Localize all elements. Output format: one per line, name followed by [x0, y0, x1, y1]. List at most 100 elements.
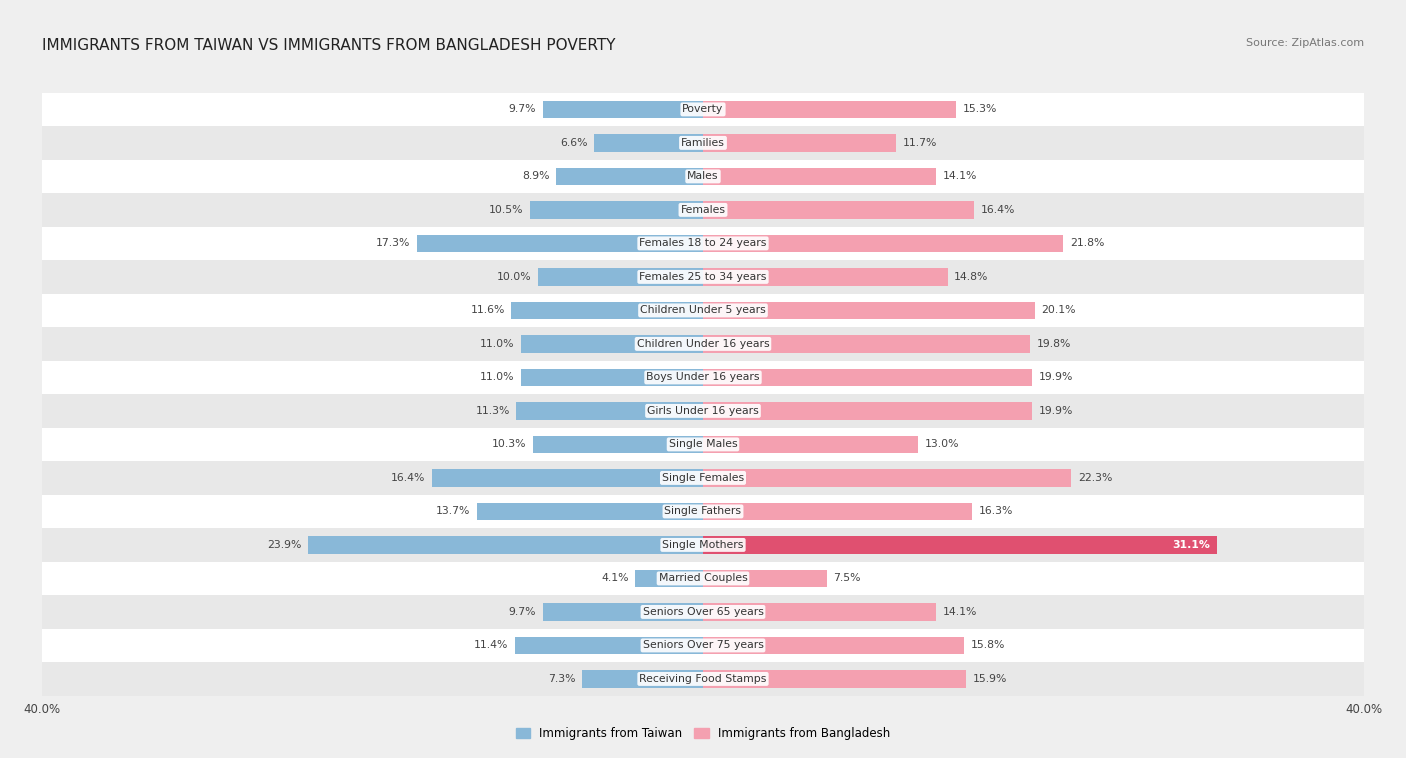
Bar	[703, 503, 973, 520]
Bar	[703, 134, 896, 152]
Bar	[703, 168, 936, 185]
Bar	[703, 302, 1035, 319]
Text: 19.9%: 19.9%	[1039, 372, 1073, 382]
Bar	[42, 528, 1364, 562]
Text: 11.0%: 11.0%	[481, 339, 515, 349]
Bar	[582, 670, 703, 688]
Text: 20.1%: 20.1%	[1042, 305, 1076, 315]
Text: 11.4%: 11.4%	[474, 641, 508, 650]
Bar	[555, 168, 703, 185]
Bar	[42, 260, 1364, 293]
Bar	[543, 101, 703, 118]
Bar	[42, 394, 1364, 428]
Text: 6.6%: 6.6%	[560, 138, 588, 148]
Text: 10.5%: 10.5%	[488, 205, 523, 215]
Text: Girls Under 16 years: Girls Under 16 years	[647, 406, 759, 416]
Text: 19.9%: 19.9%	[1039, 406, 1073, 416]
Bar	[543, 603, 703, 621]
Bar	[42, 193, 1364, 227]
Bar	[512, 302, 703, 319]
Text: 13.7%: 13.7%	[436, 506, 470, 516]
Text: Children Under 5 years: Children Under 5 years	[640, 305, 766, 315]
Text: 16.3%: 16.3%	[979, 506, 1014, 516]
Text: Females 25 to 34 years: Females 25 to 34 years	[640, 272, 766, 282]
Bar	[42, 595, 1364, 628]
Text: 21.8%: 21.8%	[1070, 239, 1104, 249]
Text: 14.8%: 14.8%	[955, 272, 988, 282]
Text: Source: ZipAtlas.com: Source: ZipAtlas.com	[1246, 38, 1364, 48]
Bar	[703, 268, 948, 286]
Text: 10.0%: 10.0%	[496, 272, 531, 282]
Text: 15.8%: 15.8%	[970, 641, 1005, 650]
Bar	[522, 335, 703, 352]
Bar	[42, 327, 1364, 361]
Text: 11.7%: 11.7%	[903, 138, 938, 148]
Text: 7.5%: 7.5%	[834, 573, 860, 584]
Text: 14.1%: 14.1%	[942, 607, 977, 617]
Bar	[703, 335, 1031, 352]
Bar	[42, 293, 1364, 327]
Text: Boys Under 16 years: Boys Under 16 years	[647, 372, 759, 382]
Bar	[516, 402, 703, 420]
Bar	[418, 235, 703, 252]
Bar	[42, 227, 1364, 260]
Text: 15.9%: 15.9%	[973, 674, 1007, 684]
Text: Seniors Over 65 years: Seniors Over 65 years	[643, 607, 763, 617]
Bar	[703, 536, 1216, 553]
Text: 11.6%: 11.6%	[471, 305, 505, 315]
Text: 15.3%: 15.3%	[962, 105, 997, 114]
Bar	[703, 101, 956, 118]
Bar	[530, 201, 703, 218]
Text: 31.1%: 31.1%	[1173, 540, 1211, 550]
Text: Single Females: Single Females	[662, 473, 744, 483]
Text: Families: Families	[681, 138, 725, 148]
Text: 7.3%: 7.3%	[548, 674, 576, 684]
Text: Single Mothers: Single Mothers	[662, 540, 744, 550]
Text: Poverty: Poverty	[682, 105, 724, 114]
Text: 19.8%: 19.8%	[1036, 339, 1071, 349]
Bar	[593, 134, 703, 152]
Bar	[477, 503, 703, 520]
Bar	[636, 570, 703, 587]
Bar	[308, 536, 703, 553]
Text: IMMIGRANTS FROM TAIWAN VS IMMIGRANTS FROM BANGLADESH POVERTY: IMMIGRANTS FROM TAIWAN VS IMMIGRANTS FRO…	[42, 38, 616, 53]
Bar	[703, 670, 966, 688]
Bar	[533, 436, 703, 453]
Bar	[42, 495, 1364, 528]
Text: Females: Females	[681, 205, 725, 215]
Bar	[42, 461, 1364, 495]
Text: 14.1%: 14.1%	[942, 171, 977, 181]
Bar	[522, 368, 703, 386]
Text: 10.3%: 10.3%	[492, 440, 526, 449]
Text: Single Fathers: Single Fathers	[665, 506, 741, 516]
Bar	[703, 637, 965, 654]
Bar	[515, 637, 703, 654]
Bar	[42, 361, 1364, 394]
Bar	[432, 469, 703, 487]
Text: Single Males: Single Males	[669, 440, 737, 449]
Text: 13.0%: 13.0%	[924, 440, 959, 449]
Text: 4.1%: 4.1%	[602, 573, 628, 584]
Bar	[42, 662, 1364, 696]
Text: 17.3%: 17.3%	[377, 239, 411, 249]
Bar	[42, 628, 1364, 662]
Text: 16.4%: 16.4%	[391, 473, 426, 483]
Bar	[703, 436, 918, 453]
Text: Receiving Food Stamps: Receiving Food Stamps	[640, 674, 766, 684]
Bar	[703, 402, 1032, 420]
Bar	[703, 201, 974, 218]
Bar	[42, 428, 1364, 461]
Text: Males: Males	[688, 171, 718, 181]
Bar	[703, 235, 1063, 252]
Text: 16.4%: 16.4%	[980, 205, 1015, 215]
Text: Females 18 to 24 years: Females 18 to 24 years	[640, 239, 766, 249]
Bar	[703, 603, 936, 621]
Text: Children Under 16 years: Children Under 16 years	[637, 339, 769, 349]
Bar	[42, 92, 1364, 126]
Text: Seniors Over 75 years: Seniors Over 75 years	[643, 641, 763, 650]
Legend: Immigrants from Taiwan, Immigrants from Bangladesh: Immigrants from Taiwan, Immigrants from …	[510, 722, 896, 744]
Text: 11.0%: 11.0%	[481, 372, 515, 382]
Bar	[42, 562, 1364, 595]
Bar	[703, 368, 1032, 386]
Bar	[42, 160, 1364, 193]
